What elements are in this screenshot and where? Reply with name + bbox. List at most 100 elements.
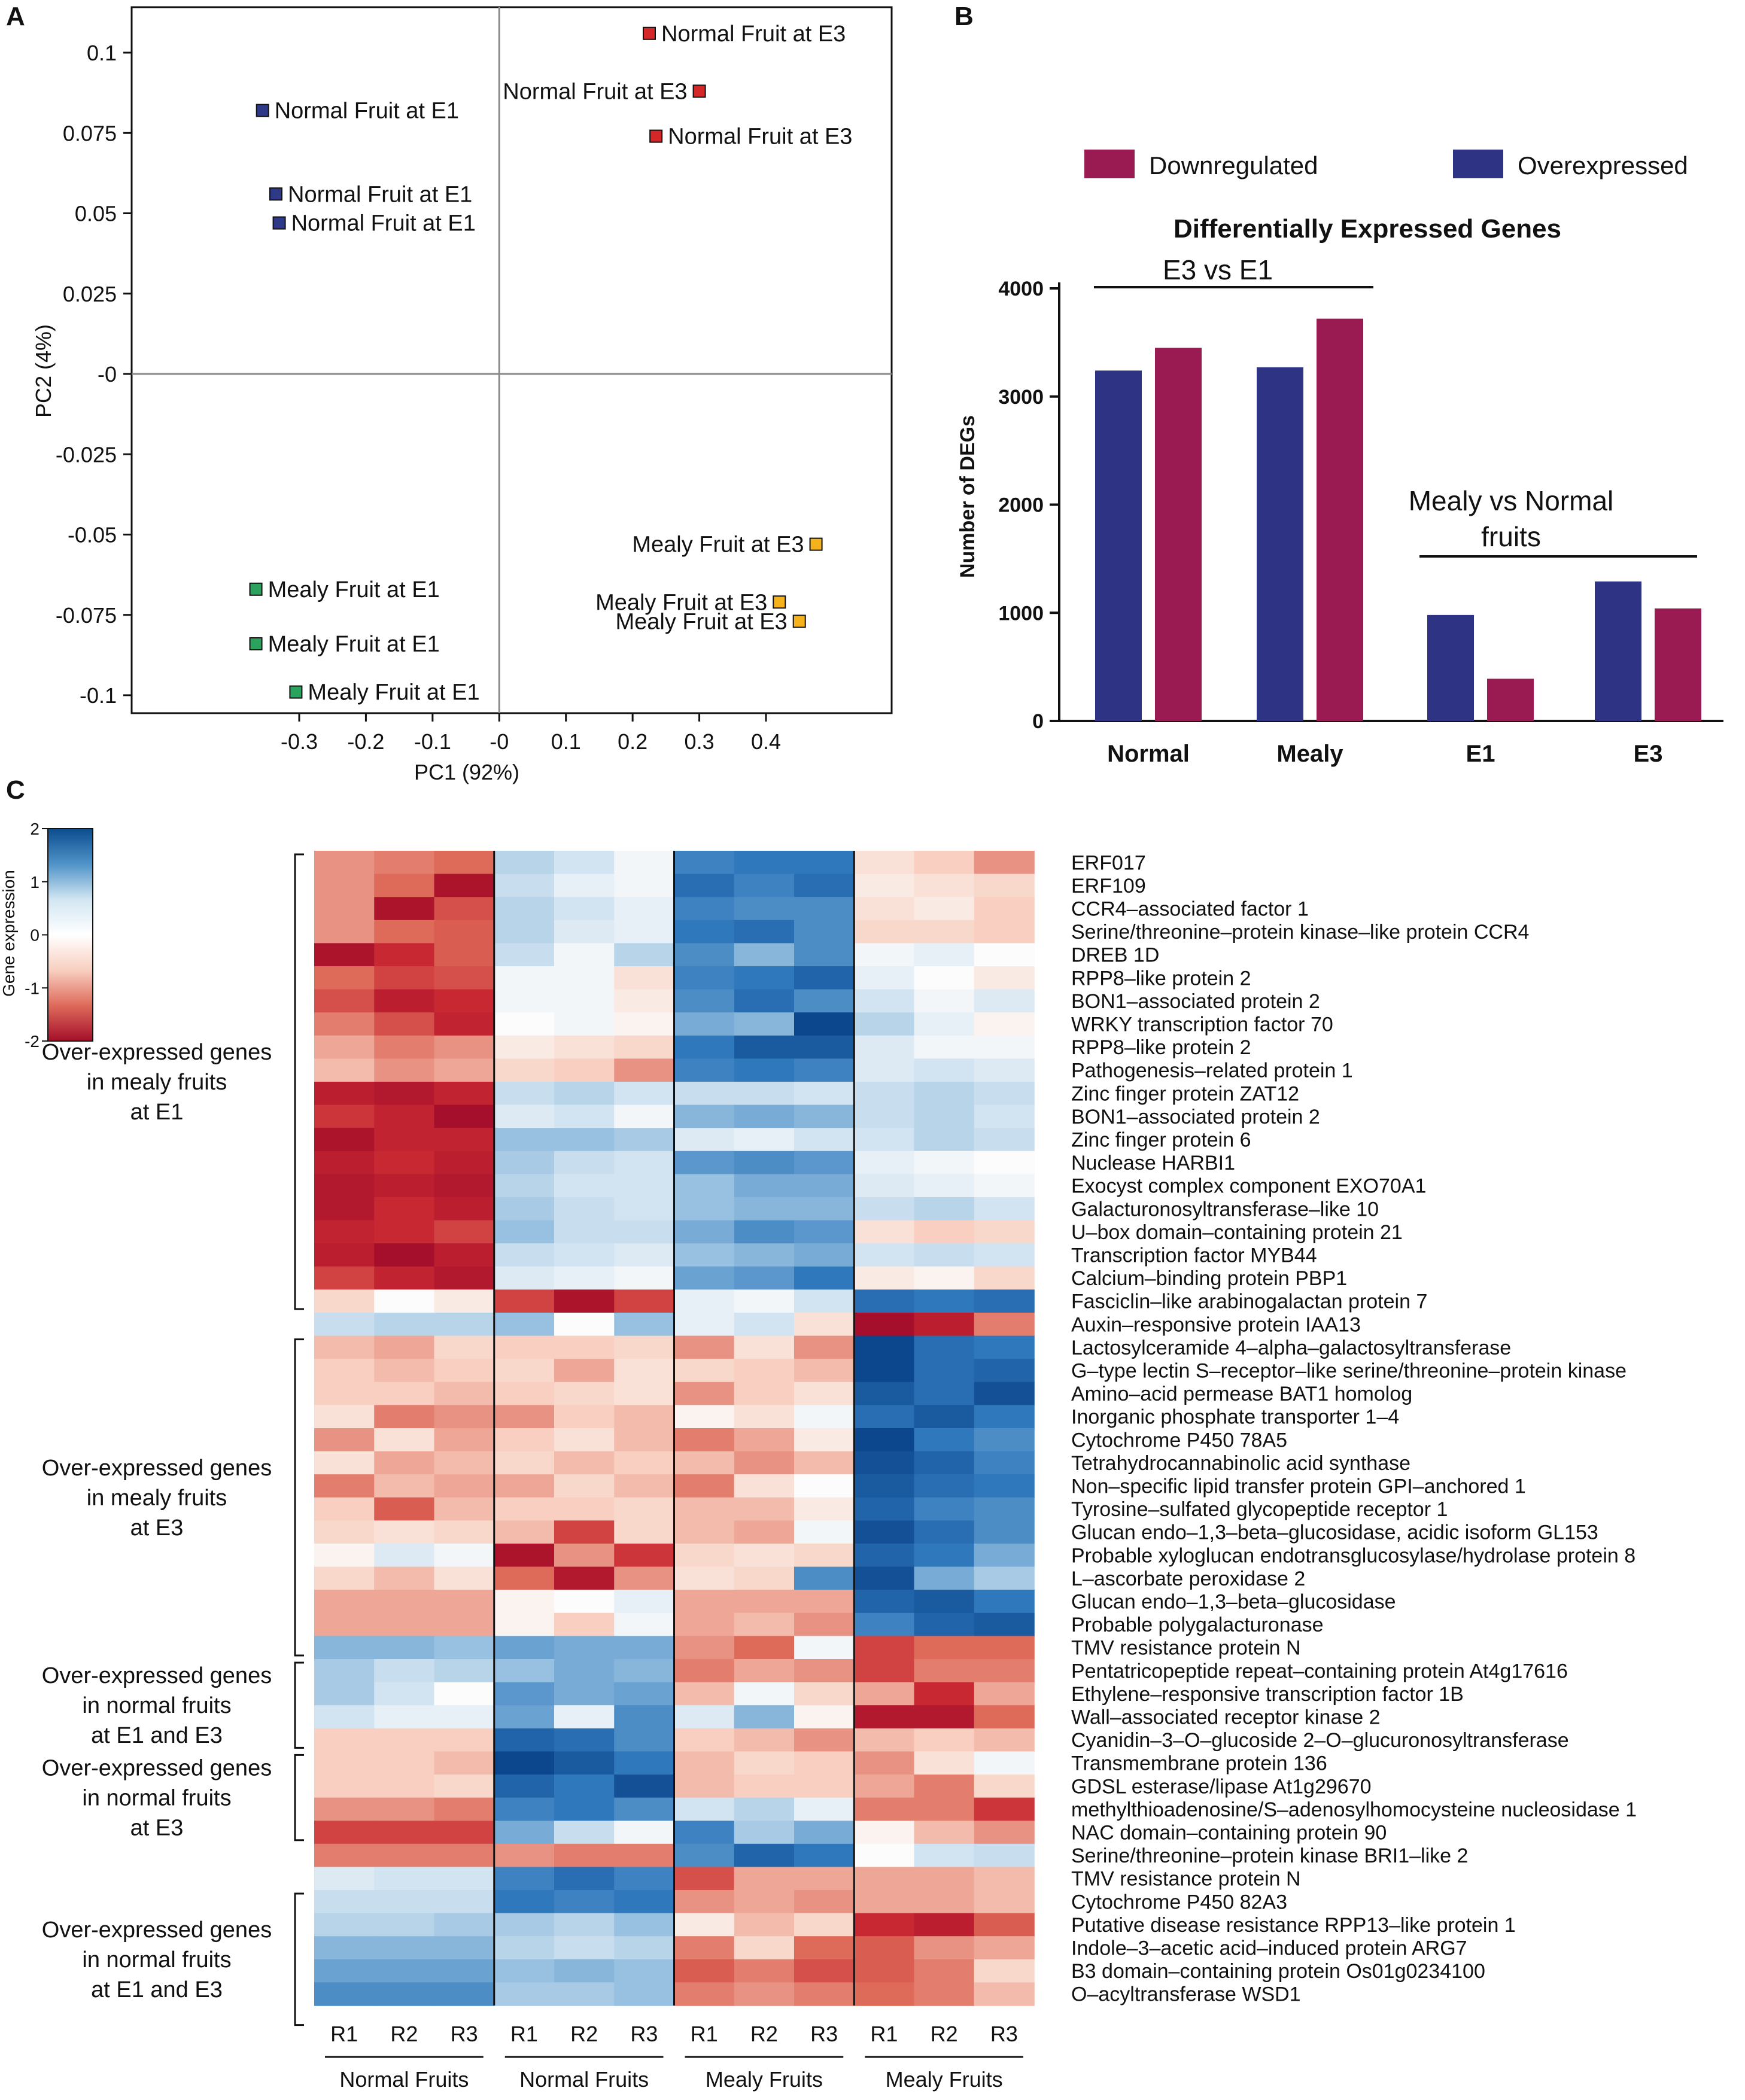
gene-label: Serine/threonine–protein kinase–like pro… (1071, 921, 1529, 944)
heatmap-cell (494, 1497, 555, 1521)
heatmap-cell (494, 1428, 555, 1452)
heatmap-cell (494, 1220, 555, 1244)
heatmap-cell (794, 1035, 855, 1060)
gene-label: RPP8–like protein 2 (1071, 967, 1251, 990)
heatmap-cell (374, 1728, 435, 1752)
pca-point (269, 187, 282, 201)
pca-x-tick-label: -0 (490, 729, 509, 754)
heatmap-cell (734, 1128, 795, 1152)
heatmap-cell (734, 1082, 795, 1106)
heatmap-cell (674, 1497, 735, 1521)
heatmap-cell (494, 1335, 555, 1359)
column-group-label: E1 (391, 2097, 417, 2100)
heatmap-cell (914, 1913, 975, 1937)
heatmap-cell (614, 1728, 675, 1752)
heatmap-cell (674, 1428, 735, 1452)
heatmap-cell (974, 1566, 1035, 1590)
replicate-label: R2 (390, 2022, 418, 2046)
heatmap-cell (914, 1497, 975, 1521)
column-group-label: Normal Fruits (519, 2067, 649, 2092)
pca-point-label: Mealy Fruit at E3 (615, 609, 787, 634)
heatmap-cell (914, 1335, 975, 1359)
heatmap-cell (854, 1751, 915, 1775)
heatmap-cell (494, 1035, 555, 1060)
heatmap-cell (794, 1612, 855, 1637)
heatmap-cell (554, 1775, 615, 1798)
pca-point-label: Normal Fruit at E1 (291, 211, 476, 236)
heatmap-cell (614, 1612, 675, 1637)
gene-label: GDSL esterase/lipase At1g29670 (1071, 1775, 1372, 1798)
heatmap-cell (494, 874, 555, 897)
heatmap-cell (554, 1682, 615, 1706)
deg-chart-title: Differentially Expressed Genes (1174, 214, 1561, 244)
heatmap-cell (434, 1775, 495, 1798)
gene-label: Cytochrome P450 78A5 (1071, 1429, 1287, 1451)
heatmap-cell (314, 1590, 375, 1614)
column-group-label: Mealy Fruits (706, 2067, 823, 2092)
heatmap-cell (554, 1058, 615, 1082)
heatmap-cell (314, 1405, 375, 1429)
heatmap-cell (314, 851, 375, 875)
heatmap-cell (734, 1220, 795, 1244)
heatmap-cell (974, 1959, 1035, 1983)
heatmap-cell (554, 1982, 615, 2006)
heatmap-cell (554, 1590, 615, 1614)
heatmap-cell (974, 1821, 1035, 1845)
colorbar-tick-label: -1 (25, 979, 39, 997)
heatmap-cell (674, 1151, 735, 1175)
heatmap-cell (914, 1289, 975, 1313)
heatmap-cell (674, 1381, 735, 1406)
heatmap-cell (674, 1867, 735, 1891)
deg-bar (1427, 614, 1474, 721)
heatmap-cell (854, 897, 915, 921)
heatmap-cell (914, 1451, 975, 1475)
heatmap-cell (374, 989, 435, 1013)
row-group-label: in normal fruits (82, 1947, 231, 1973)
heatmap-cell (914, 1959, 975, 1983)
heatmap-cell (854, 1428, 915, 1452)
heatmap-cell (314, 1266, 375, 1291)
deg-legend-label: Downregulated (1149, 151, 1318, 179)
heatmap-cell (974, 1705, 1035, 1729)
heatmap-cell (554, 1936, 615, 1960)
heatmap-cell (314, 874, 375, 897)
heatmap-cell (914, 897, 975, 921)
heatmap-cell (374, 1705, 435, 1729)
heatmap-cell (494, 1959, 555, 1983)
heatmap-cell (914, 1705, 975, 1729)
heatmap-cell (674, 966, 735, 990)
heatmap-cell (794, 920, 855, 944)
heatmap-cell (374, 1428, 435, 1452)
heatmap-cell (494, 1012, 555, 1036)
heatmap-cell (494, 1843, 555, 1868)
heatmap-cell (434, 1890, 495, 1914)
gene-label: Ethylene–responsive transcription factor… (1071, 1683, 1464, 1706)
heatmap-cell (734, 1775, 795, 1798)
heatmap-cell (314, 1705, 375, 1729)
heatmap-cell (734, 1405, 795, 1429)
heatmap-cell (494, 1451, 555, 1475)
heatmap-cell (434, 1220, 495, 1244)
heatmap-cell (614, 851, 675, 875)
heatmap-cell (554, 1636, 615, 1660)
heatmap-cell (794, 1590, 855, 1614)
heatmap-cell (314, 1335, 375, 1359)
heatmap-cell (974, 1082, 1035, 1106)
heatmap-cell (734, 1797, 795, 1821)
heatmap-cell (494, 1197, 555, 1221)
heatmap-cell (374, 1128, 435, 1152)
row-group-label: at E3 (130, 1515, 184, 1541)
heatmap-cell (854, 1867, 915, 1891)
gene-label: Probable xyloglucan endotransglucosylase… (1071, 1544, 1635, 1567)
heatmap-cell (854, 1335, 915, 1359)
heatmap-cell (614, 1590, 675, 1614)
heatmap-cell (614, 1151, 675, 1175)
heatmap-cell (374, 1544, 435, 1568)
heatmap-cell (494, 897, 555, 921)
heatmap-cell (374, 1266, 435, 1291)
heatmap-cell (914, 1405, 975, 1429)
heatmap-cell (794, 1243, 855, 1267)
heatmap-cell (914, 1982, 975, 2006)
heatmap-cell (314, 1682, 375, 1706)
gene-label: Transcription factor MYB44 (1071, 1244, 1317, 1267)
